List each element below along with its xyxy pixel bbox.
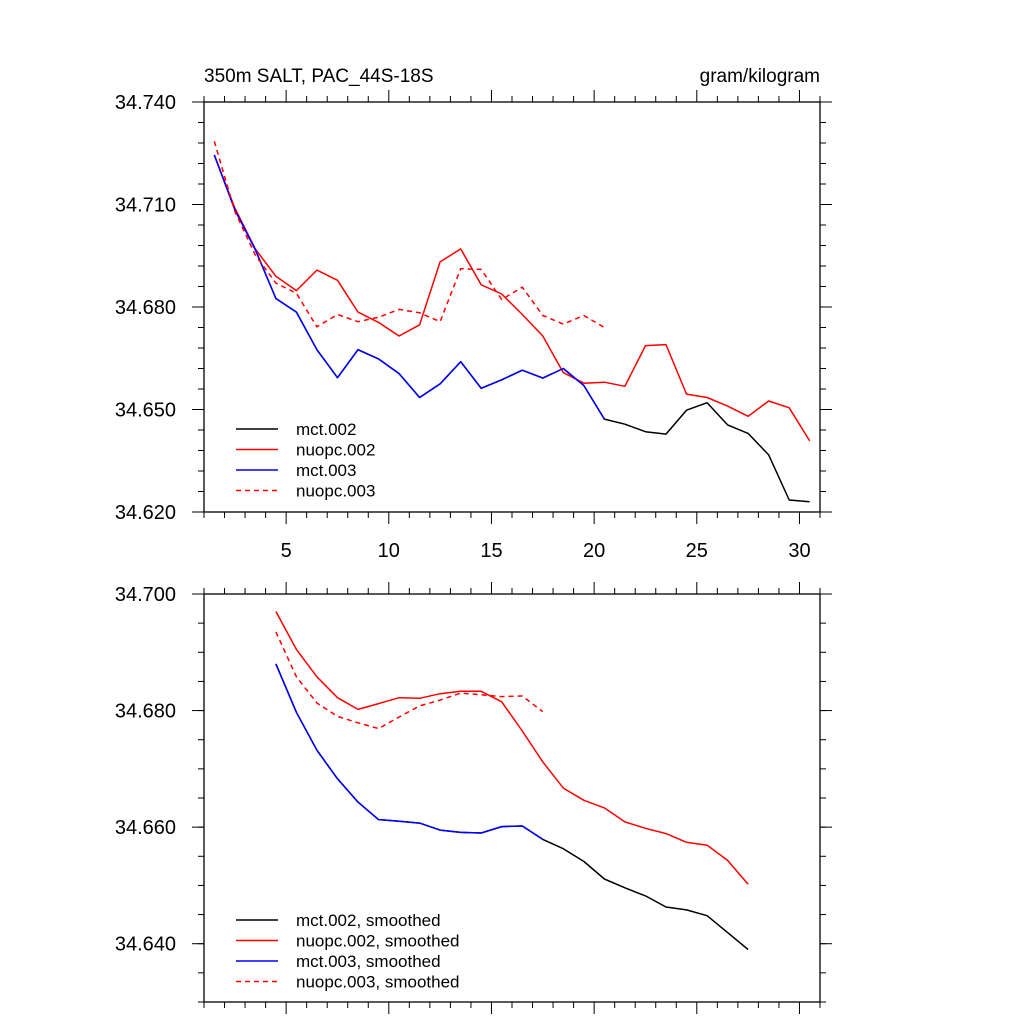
chart-bottom-y-tick-label: 34.640 — [115, 934, 176, 956]
chart-bottom-y-tick-label: 34.700 — [115, 584, 176, 606]
chart-top-x-tick-label: 20 — [583, 540, 605, 562]
chart-top-y-tick-label: 34.740 — [115, 92, 176, 114]
chart-bottom-legend-label-2: mct.003, smoothed — [296, 952, 441, 971]
chart-top-x-tick-label: 30 — [788, 540, 810, 562]
chart-bottom-series-line-0 — [275, 663, 749, 951]
chart-top-series-line-3 — [213, 141, 605, 329]
chart-bottom-series-line-2 — [275, 663, 544, 841]
chart-top-legend-label-3: nuopc.003 — [296, 482, 375, 501]
chart-top-x-tick-label: 25 — [686, 540, 708, 562]
chart-bottom-series — [275, 611, 749, 951]
chart-bottom-legend-label-3: nuopc.003, smoothed — [296, 973, 460, 992]
chart-bottom: 34.640 34.660 34.680 34.700 mct.002, smooth… — [115, 582, 832, 1014]
chart-bottom-legend: mct.002, smoothed nuopc.002, smoothedmct.… — [236, 911, 460, 992]
chart-top-plot-frame — [203, 101, 821, 513]
chart-top-y-tick-label: 34.650 — [115, 400, 176, 422]
chart-top-x-tick-label: 15 — [480, 540, 502, 562]
chart-top-units: gram/kilogram — [700, 66, 820, 87]
chart-top-x-tick-label: 5 — [281, 540, 292, 562]
chart-top-y-tick-label: 34.620 — [115, 502, 176, 524]
chart-bottom-legend-label-0: mct.002, smoothed — [296, 911, 441, 930]
chart-bottom-series-line-1 — [275, 611, 749, 885]
chart-bottom-y-tick-label: 34.680 — [115, 701, 176, 723]
chart-top-y-tick-label: 34.710 — [115, 195, 176, 217]
chart-bottom-series-line-3 — [275, 631, 544, 730]
chart-top-series — [213, 141, 811, 503]
chart-bottom-legend-label-1: nuopc.002, smoothed — [296, 932, 460, 951]
chart-bottom-y-tick-label: 34.660 — [115, 817, 176, 839]
chart-top-title: 350m SALT, PAC_44S-18S — [204, 66, 434, 87]
chart-top-series-line-1 — [213, 154, 811, 442]
chart-top-y-tick-label: 34.680 — [115, 297, 176, 319]
chart-top-x-tick-label: 10 — [378, 540, 400, 562]
chart-bottom-ticks: 34.640 34.660 34.680 34.700 — [115, 582, 832, 1014]
chart-top-series-line-2 — [213, 154, 606, 420]
chart-top-legend-label-0: mct.002 — [296, 420, 356, 439]
chart-top-ticks: 5 10 15 20 25 30 34.620 34.650 34.680 34.710 34.74… — [115, 90, 832, 562]
chart-bottom-plot-frame — [203, 593, 821, 1003]
chart-top-legend-label-1: nuopc.002 — [296, 441, 375, 460]
chart-top-legend-label-2: mct.003 — [296, 461, 356, 480]
chart-top: 350m SALT, PAC_44S-18S gram/kilogram 5 10… — [115, 66, 832, 562]
